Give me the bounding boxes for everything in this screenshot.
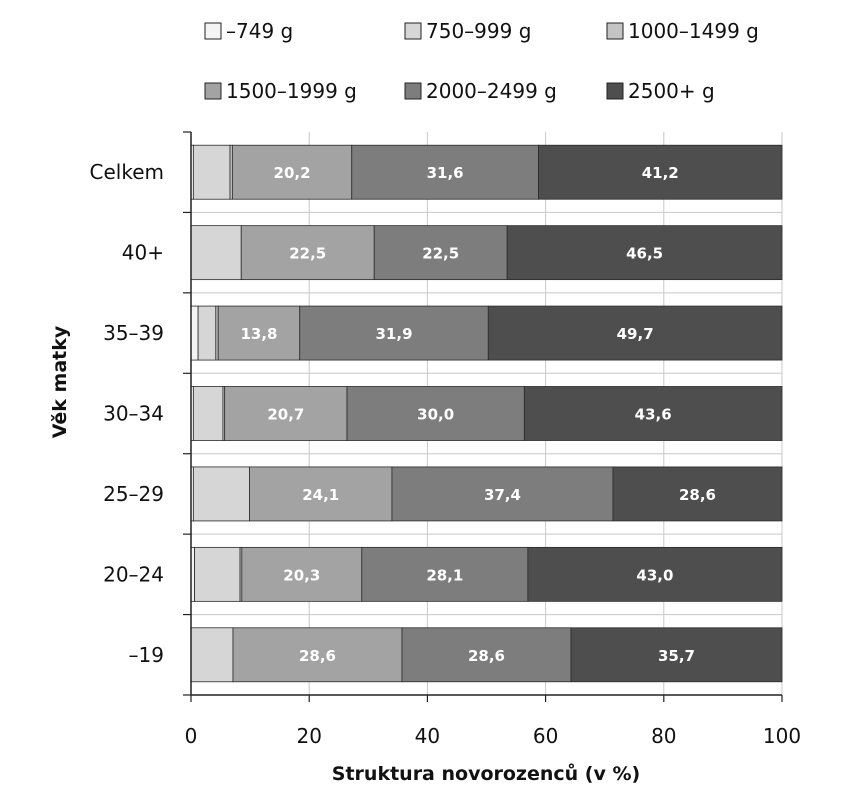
x-tick-label: 80 [651,724,676,748]
bar-segment [190,305,199,361]
x-tick-label: 100 [763,724,801,748]
bar-segment [570,627,783,683]
category-labels: Celkem 40+ 35–39 30–34 25–29 20–24 –19 [90,160,164,667]
legend-item: 2000–2499 g [404,79,557,103]
data-label: 22,5 [422,245,459,263]
data-label: 20,3 [283,566,320,584]
bar-segment [190,225,242,281]
legend-swatch [204,22,222,40]
bar-segment [527,546,783,602]
data-label: 31,9 [376,325,413,343]
legend-item: 1000–1499 g [606,19,759,43]
category-label: 35–39 [103,321,164,345]
data-label: 24,1 [302,486,339,504]
legend-swatch [606,22,624,40]
y-axis-title: Věk matky [49,325,71,438]
category-label: Celkem [90,160,164,184]
category-label: –19 [129,643,164,667]
x-tick-labels: 0 20 40 60 80 100 [185,724,801,748]
bar-segment [351,144,539,200]
legend-label: 750–999 g [426,19,531,43]
bar-segment [192,386,224,441]
bar-segment [506,225,783,281]
bar-segment [192,144,231,200]
legend-item: 1500–1999 g [204,79,357,103]
data-label: 49,7 [617,325,654,343]
bar-segment [401,627,572,683]
bar-segment [391,466,614,522]
legend-item: –749 g [204,19,293,43]
x-tick-label: 20 [296,724,321,748]
x-tick-label: 60 [533,724,558,748]
bar-segment [299,305,489,361]
bar-segment [232,627,403,683]
bar-segment [346,386,525,441]
bar-segment [361,546,529,602]
legend-label: 2000–2499 g [426,79,557,103]
legend-item: 2500+ g [606,79,715,103]
bar-segment [217,305,301,361]
bar-segment [231,144,353,200]
data-label: 35,7 [658,647,695,665]
legend-label: 2500+ g [628,79,715,103]
legend-swatch [606,82,624,100]
data-label: 31,6 [427,164,464,182]
data-label: 13,8 [240,325,277,343]
data-label: 37,4 [484,486,521,504]
axes [183,131,783,702]
legend-item: 750–999 g [404,19,531,43]
x-tick-label: 0 [185,724,198,748]
bar-segment [538,144,783,200]
bar-segment [194,546,241,602]
bar-segment [197,305,217,361]
legend-swatch [404,82,422,100]
legend-label: –749 g [226,19,293,43]
category-label: 40+ [122,241,164,265]
data-label: 43,0 [636,566,673,584]
bar-segment [249,466,393,522]
x-axis-title: Struktura novorozenců (v %) [332,762,640,785]
bars: 20,2 31,6 41,2 22,5 22,5 46,5 13,8 31,9 49,7 20,7… [190,144,783,683]
data-label: 30,0 [417,406,454,424]
data-label: 46,5 [626,245,663,263]
legend-label: 1500–1999 g [226,79,357,103]
data-label: 22,5 [289,245,326,263]
bar-segment [190,627,234,683]
data-label: 28,6 [468,647,505,665]
legend-swatch [204,82,222,100]
bar-segment [241,546,363,602]
bar-segment [192,466,250,522]
data-label: 20,2 [274,164,311,182]
bar-segment [487,305,783,361]
data-label: 28,1 [426,566,463,584]
bar-segment [224,386,348,441]
data-label: 41,2 [642,164,679,182]
category-label: 25–29 [103,482,164,506]
x-tick-label: 40 [415,724,440,748]
data-label: 20,7 [267,406,304,424]
data-label: 43,6 [635,406,672,424]
category-label: 30–34 [103,402,164,426]
legend-swatch [404,22,422,40]
data-label: 28,6 [679,486,716,504]
bar-segment [612,466,783,522]
bar-segment [240,225,375,281]
bar-segment [523,386,783,441]
data-label: 28,6 [299,647,336,665]
legend: –749 g 750–999 g 1000–1499 g 1500–1999 g 200… [204,19,759,103]
category-label: 20–24 [103,562,164,586]
bar-segment [373,225,508,281]
legend-label: 1000–1499 g [628,19,759,43]
